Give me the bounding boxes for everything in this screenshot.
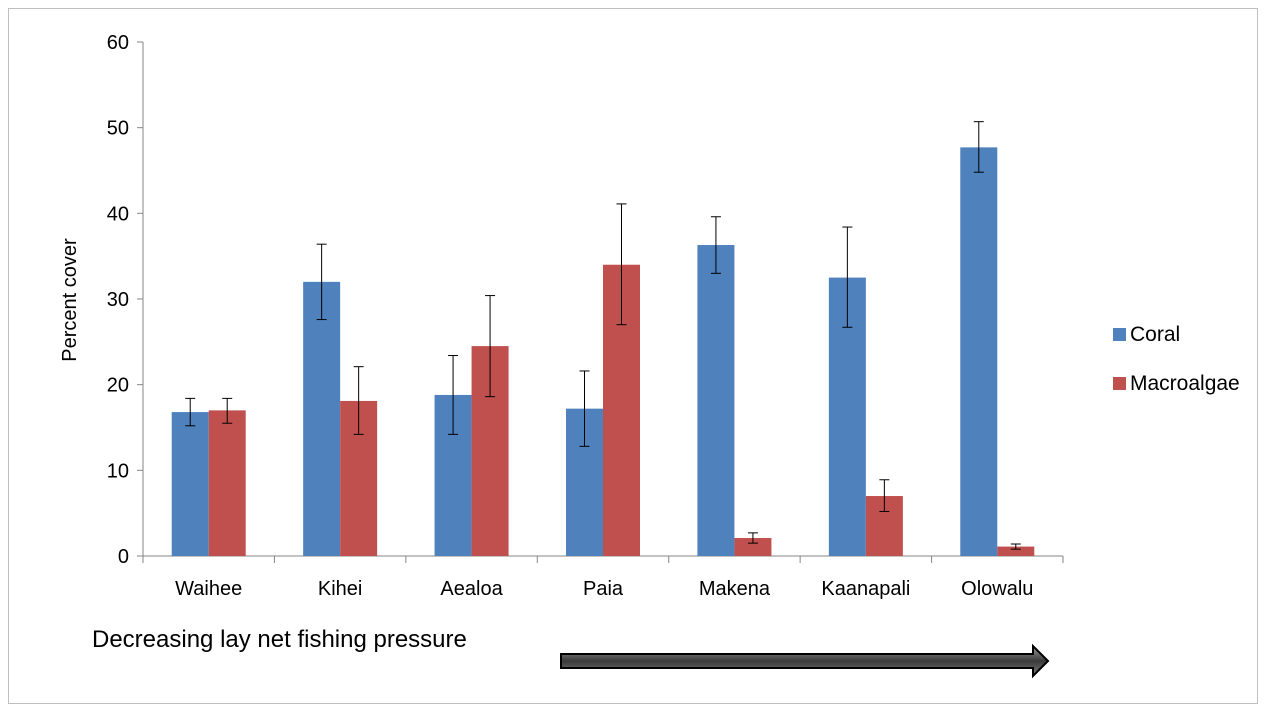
x-tick-label: Aealoa [440, 578, 503, 600]
fishing-pressure-arrow [560, 643, 1050, 679]
x-tick-label: Paia [583, 578, 624, 600]
bar-coral [171, 412, 209, 556]
y-tick-label: 50 [107, 118, 129, 140]
y-axis-title: Percent cover [59, 238, 81, 362]
x-tick-label: Waihee [175, 578, 242, 600]
y-tick-label: 60 [107, 32, 129, 54]
legend-swatch-macroalgae [1113, 377, 1126, 390]
legend-label-macroalgae: Macroalgae [1130, 372, 1240, 395]
error-bars [185, 121, 1021, 550]
bar-macroalgae [734, 538, 772, 556]
bar-coral [960, 147, 998, 556]
y-tick-label: 40 [107, 203, 129, 225]
y-tick-label: 20 [107, 375, 129, 397]
y-axis: 0 10 20 30 40 50 60 [107, 32, 144, 568]
x-tick-label: Kihei [318, 578, 362, 600]
x-axis: Waihee Kihei Aealoa Paia Makena Kaanapali Olow… [142, 555, 1064, 600]
x-tick-label: Makena [699, 578, 771, 600]
y-tick-label: 10 [107, 460, 129, 482]
bar-macroalgae [997, 546, 1035, 556]
bar-macroalgae [208, 410, 246, 556]
bar-coral [697, 245, 735, 556]
legend: Coral Macroalgae [1113, 323, 1240, 395]
arrow-shape [560, 643, 1050, 679]
bar-coral [303, 281, 341, 556]
bars [171, 147, 1035, 556]
y-tick-label: 0 [118, 546, 129, 568]
fishing-pressure-annotation: Decreasing lay net fishing pressure [92, 626, 467, 653]
y-tick-label: 30 [107, 289, 129, 311]
legend-swatch-coral [1113, 328, 1126, 341]
x-tick-label: Kaanapali [821, 578, 910, 600]
x-tick-label: Olowalu [961, 578, 1033, 600]
legend-label-coral: Coral [1130, 323, 1180, 346]
